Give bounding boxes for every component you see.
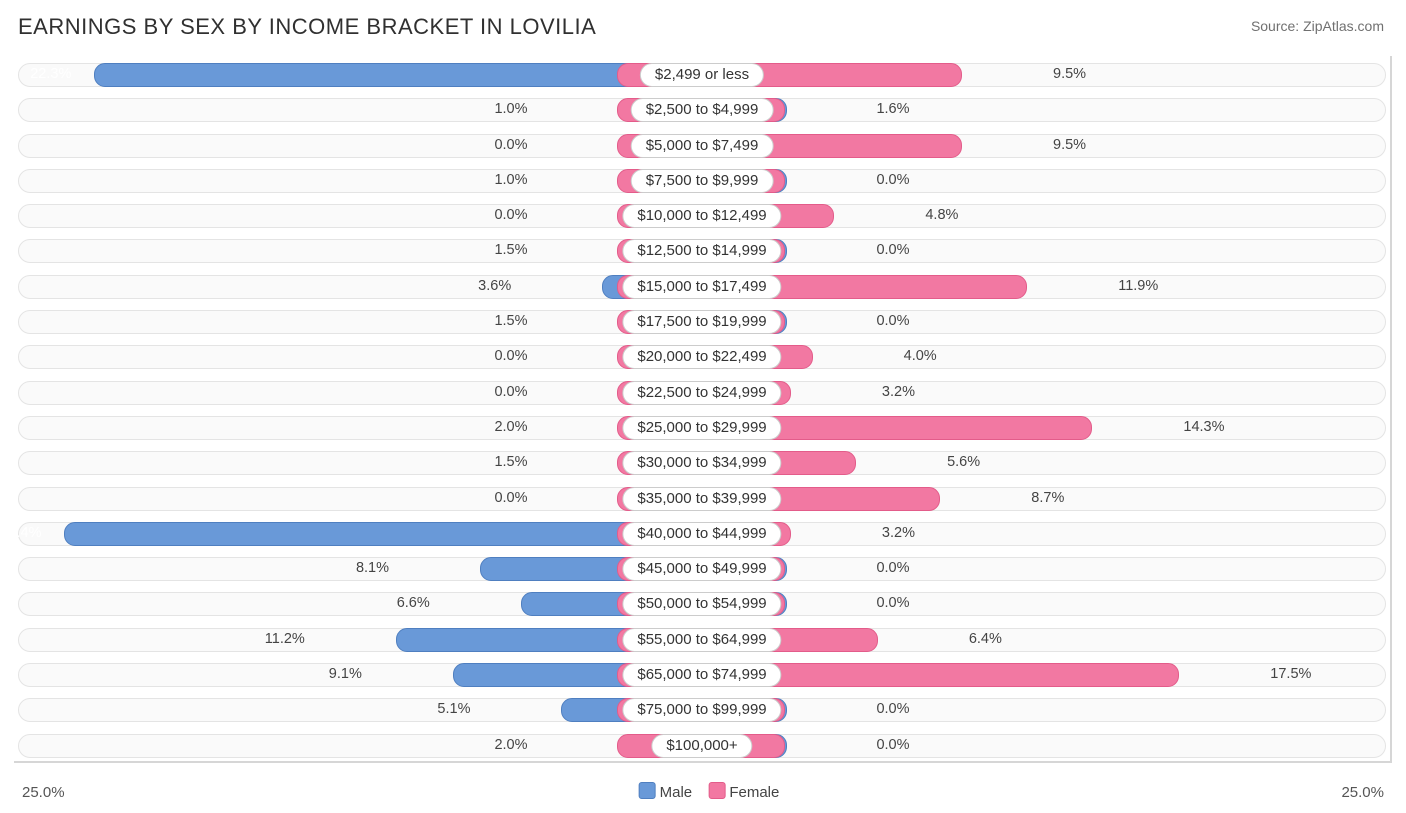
female-value: 0.0% (876, 239, 909, 261)
chart-row: $25,000 to $29,999 2.0% 14.3% (14, 409, 1390, 444)
female-value: 0.0% (876, 592, 909, 614)
male-value: 3.6% (478, 275, 511, 297)
male-value: 1.5% (494, 451, 527, 473)
chart-row: $75,000 to $99,999 5.1% 0.0% (14, 691, 1390, 726)
category-label: $2,500 to $4,999 (631, 98, 774, 122)
female-value: 0.0% (876, 698, 909, 720)
male-value: 0.0% (494, 381, 527, 403)
chart-row: $2,499 or less 22.3% 9.5% (14, 56, 1390, 91)
female-value: 9.5% (1053, 63, 1086, 85)
chart-row: $10,000 to $12,499 0.0% 4.8% (14, 197, 1390, 232)
category-label: $55,000 to $64,999 (622, 628, 781, 652)
male-value: 6.6% (397, 592, 430, 614)
male-value: 2.0% (494, 734, 527, 756)
chart-row: $50,000 to $54,999 6.6% 0.0% (14, 585, 1390, 620)
male-value: 9.1% (329, 663, 362, 685)
category-label: $12,500 to $14,999 (622, 239, 781, 263)
axis-max-right: 25.0% (1341, 784, 1384, 801)
male-value: 0.0% (494, 345, 527, 367)
chart-row: $30,000 to $34,999 1.5% 5.6% (14, 444, 1390, 479)
male-value: 5.1% (437, 698, 470, 720)
female-value: 4.8% (925, 204, 958, 226)
chart-row: $22,500 to $24,999 0.0% 3.2% (14, 374, 1390, 409)
female-value: 4.0% (904, 345, 937, 367)
category-label: $22,500 to $24,999 (622, 381, 781, 405)
category-label: $65,000 to $74,999 (622, 663, 781, 687)
category-label: $20,000 to $22,499 (622, 345, 781, 369)
category-label: $2,499 or less (640, 63, 764, 87)
male-value: 11.2% (265, 628, 305, 650)
female-value: 0.0% (876, 310, 909, 332)
chart-row: $20,000 to $22,499 0.0% 4.0% (14, 338, 1390, 373)
chart-row: $55,000 to $64,999 11.2% 6.4% (14, 621, 1390, 656)
female-value: 11.9% (1118, 275, 1158, 297)
legend: Male Female (627, 782, 780, 801)
chart-row: $65,000 to $74,999 9.1% 17.5% (14, 656, 1390, 691)
category-label: $75,000 to $99,999 (622, 698, 781, 722)
category-label: $50,000 to $54,999 (622, 592, 781, 616)
male-value: 1.5% (494, 239, 527, 261)
chart-row: $100,000+ 2.0% 0.0% (14, 727, 1390, 762)
female-value: 3.2% (882, 381, 915, 403)
female-value: 1.6% (876, 98, 909, 120)
female-value: 9.5% (1053, 134, 1086, 156)
male-value: 22.3% (30, 63, 71, 85)
female-value: 17.5% (1270, 663, 1311, 685)
chart-area: $2,499 or less 22.3% 9.5% $2,500 to $4,999 1… (14, 56, 1392, 763)
male-value: 23.4% (0, 522, 41, 544)
female-value: 3.2% (882, 522, 915, 544)
male-value: 1.0% (494, 169, 527, 191)
category-label: $30,000 to $34,999 (622, 451, 781, 475)
category-label: $7,500 to $9,999 (631, 169, 774, 193)
legend-swatch-female (708, 782, 725, 799)
category-label: $40,000 to $44,999 (622, 522, 781, 546)
female-value: 6.4% (969, 628, 1002, 650)
category-label: $5,000 to $7,499 (631, 134, 774, 158)
legend-swatch-male (639, 782, 656, 799)
legend-label-male: Male (660, 784, 693, 801)
male-value: 0.0% (494, 204, 527, 226)
female-value: 0.0% (876, 557, 909, 579)
male-value: 0.0% (494, 134, 527, 156)
female-value: 5.6% (947, 451, 980, 473)
category-label: $45,000 to $49,999 (622, 557, 781, 581)
chart-row: $45,000 to $49,999 8.1% 0.0% (14, 550, 1390, 585)
chart-row: $17,500 to $19,999 1.5% 0.0% (14, 303, 1390, 338)
source-label: Source: ZipAtlas.com (1251, 18, 1384, 34)
axis-max-left: 25.0% (22, 784, 65, 801)
legend-label-female: Female (729, 784, 779, 801)
category-label: $10,000 to $12,499 (622, 204, 781, 228)
female-value: 8.7% (1031, 487, 1064, 509)
chart-row: $35,000 to $39,999 0.0% 8.7% (14, 480, 1390, 515)
male-value: 1.5% (494, 310, 527, 332)
male-value: 0.0% (494, 487, 527, 509)
category-label: $17,500 to $19,999 (622, 310, 781, 334)
female-value: 14.3% (1183, 416, 1224, 438)
chart-row: $5,000 to $7,499 0.0% 9.5% (14, 127, 1390, 162)
category-label: $35,000 to $39,999 (622, 487, 781, 511)
category-label: $25,000 to $29,999 (622, 416, 781, 440)
male-value: 1.0% (494, 98, 527, 120)
chart-row: $40,000 to $44,99923.4%3.2% (14, 515, 1390, 550)
chart-title: EARNINGS BY SEX BY INCOME BRACKET IN LOV… (18, 14, 596, 40)
male-value: 8.1% (356, 557, 389, 579)
category-label: $100,000+ (651, 734, 752, 758)
chart-row: $2,500 to $4,999 1.0% 1.6% (14, 91, 1390, 126)
chart-row: $15,000 to $17,499 3.6% 11.9% (14, 268, 1390, 303)
female-value: 0.0% (876, 169, 909, 191)
male-value: 2.0% (494, 416, 527, 438)
female-value: 0.0% (876, 734, 909, 756)
category-label: $15,000 to $17,499 (622, 275, 781, 299)
chart-row: $7,500 to $9,999 1.0% 0.0% (14, 162, 1390, 197)
chart-row: $12,500 to $14,999 1.5% 0.0% (14, 232, 1390, 267)
